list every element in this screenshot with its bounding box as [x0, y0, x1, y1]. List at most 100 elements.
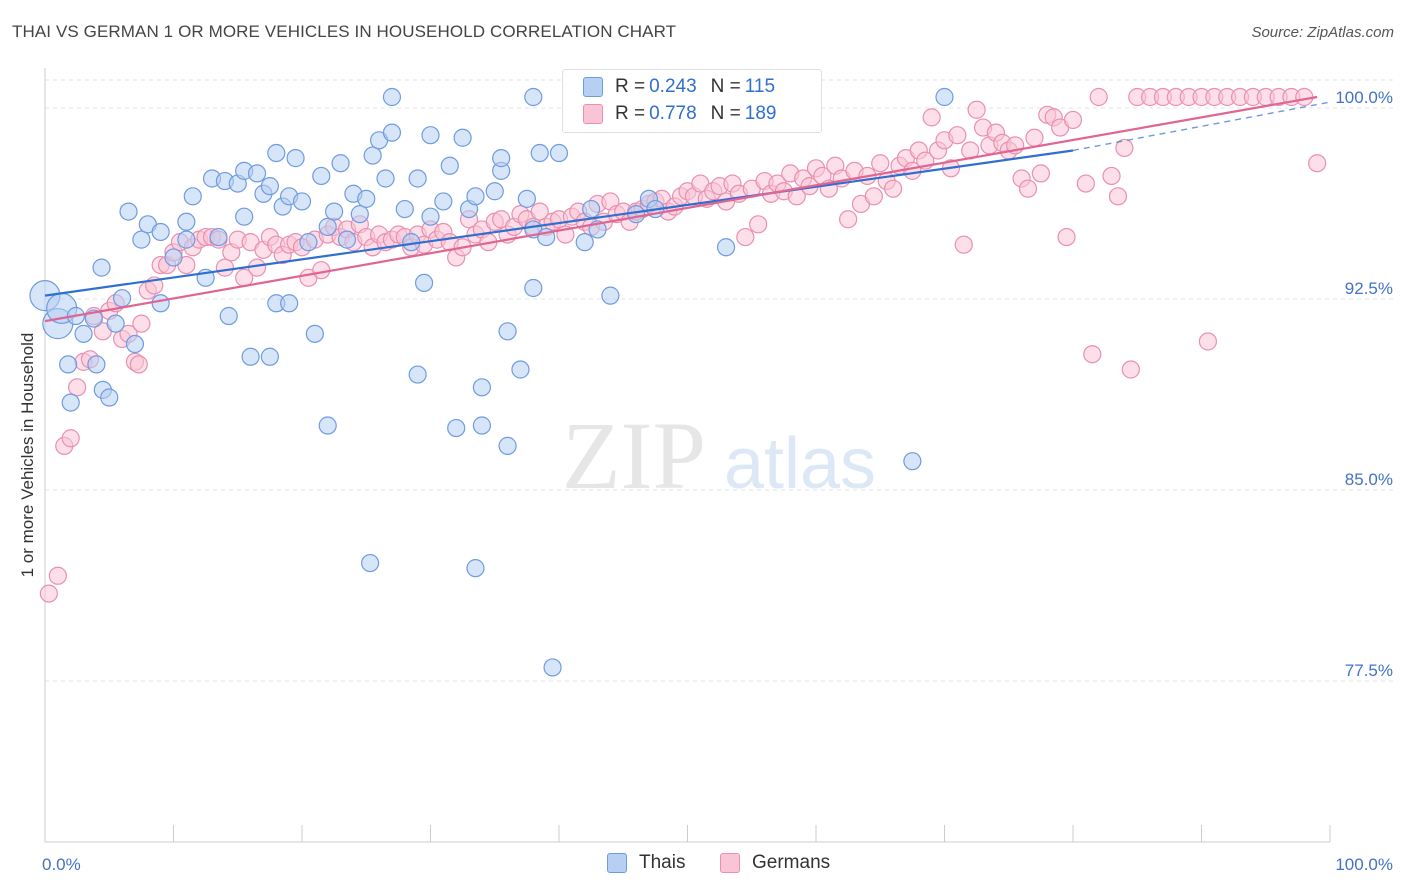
germans-trend-line — [44, 95, 1318, 323]
thais-point-49 — [325, 202, 344, 221]
germans-point-1 — [48, 566, 67, 585]
germans-point-77 — [530, 202, 549, 221]
germans-n-value: 189 — [744, 103, 777, 124]
thais-swatch — [583, 77, 603, 97]
thais-point-10 — [100, 388, 119, 407]
thais-point-77 — [485, 182, 504, 201]
thais-point-3 — [59, 355, 78, 374]
thais-point-90 — [549, 143, 569, 163]
thais-point-42 — [286, 149, 305, 168]
germans-point-166 — [1115, 138, 1134, 158]
germans-point-28 — [215, 258, 234, 277]
thais-point-73 — [466, 559, 485, 578]
germans-point-174 — [1198, 332, 1218, 351]
germans-point-15 — [132, 314, 151, 333]
thais-point-28 — [219, 306, 238, 326]
thais-point-30 — [235, 207, 254, 226]
thais-point-96 — [626, 205, 646, 224]
thais-point-92 — [575, 233, 594, 252]
germans-point-111 — [749, 215, 768, 234]
germans-point-161 — [1076, 174, 1095, 193]
thais-legend-swatch — [607, 853, 627, 873]
thais-point-8 — [87, 355, 106, 374]
thais-point-81 — [498, 322, 517, 341]
thais-point-68 — [434, 192, 453, 211]
germans-r-value: 0.778 — [649, 103, 697, 124]
thais-point-86 — [524, 278, 543, 298]
thais-point-18 — [151, 222, 170, 242]
thais-point-61 — [395, 199, 414, 219]
thais-point-38 — [267, 143, 286, 163]
thais-n-value: 115 — [744, 76, 776, 97]
stats-legend: R = 0.243 N = 115 R = 0.778 N = 189 — [562, 69, 822, 133]
germans-point-130 — [871, 154, 890, 173]
thais-point-23 — [183, 187, 202, 206]
watermark: ZIP atlas — [562, 402, 876, 509]
thais-point-89 — [543, 658, 562, 677]
y-tick-label-3: 77.5% — [1345, 661, 1393, 680]
germans-point-167 — [1121, 360, 1140, 379]
germans-legend-swatch — [720, 853, 740, 873]
x-tick-label-left: 0.0% — [42, 855, 81, 874]
r-label: R = — [615, 76, 646, 97]
thais-point-13 — [92, 258, 111, 277]
thais-point-93 — [582, 199, 601, 219]
thais-point-70 — [447, 418, 466, 438]
germans-point-129 — [864, 187, 883, 206]
thais-point-65 — [414, 273, 434, 293]
germans-point-43 — [312, 261, 331, 280]
thais-point-83 — [517, 189, 536, 208]
thais-point-4 — [61, 393, 80, 412]
germans-point-183 — [1308, 154, 1327, 173]
thais-point-47 — [318, 217, 337, 236]
thais-point-26 — [209, 227, 228, 247]
thais-point-46 — [312, 166, 331, 186]
germans-point-159 — [1057, 227, 1076, 247]
thais-point-56 — [363, 146, 382, 165]
thais-point-32 — [241, 347, 260, 366]
x-tick-label-right: 100.0% — [1335, 855, 1393, 874]
chart-title: THAI VS GERMAN 1 OR MORE VEHICLES IN HOU… — [12, 22, 677, 41]
thais-point-51 — [337, 230, 357, 249]
x-tick-labels: 0.0% 100.0% — [42, 855, 1393, 874]
n-label: N = — [710, 76, 741, 97]
legend-row-germans: R = 0.778 N = 189 — [583, 101, 790, 127]
thais-point-35 — [260, 347, 279, 366]
germans-point-160 — [1063, 110, 1083, 130]
thais-point-50 — [331, 154, 350, 173]
legend-row-thais: R = 0.243 N = 115 — [583, 74, 789, 100]
thais-point-69 — [440, 156, 459, 175]
thais-point-80 — [498, 436, 517, 455]
thais-trend-extension — [1072, 101, 1331, 152]
thais-trend-line — [44, 149, 1074, 297]
germans-point-143 — [954, 235, 973, 254]
germans-point-153 — [1018, 179, 1038, 198]
germans-point-138 — [922, 108, 941, 127]
thais-point-99 — [716, 238, 736, 257]
trend-lines — [44, 95, 1331, 323]
germans-point-132 — [883, 179, 903, 198]
thais-point-6 — [74, 324, 93, 343]
thais-r-value: 0.243 — [649, 76, 697, 97]
germans-swatch — [583, 104, 603, 124]
thais-point-76 — [472, 378, 491, 397]
thais-point-100 — [903, 452, 922, 471]
watermark-zip: ZIP — [562, 402, 706, 509]
y-tick-labels: 100.0% 92.5% 85.0% 77.5% — [1335, 88, 1393, 680]
germans-point-145 — [967, 100, 986, 119]
thais-point-16 — [132, 230, 151, 249]
y-tick-label-2: 85.0% — [1345, 470, 1393, 489]
thais-point-55 — [361, 553, 380, 573]
thais-point-44 — [299, 233, 318, 252]
thais-point-101 — [935, 87, 954, 107]
thais-point-36 — [260, 177, 279, 196]
y-tick-label-0: 100.0% — [1335, 88, 1393, 107]
germans-point-165 — [1108, 187, 1128, 206]
thais-point-19 — [151, 294, 170, 313]
thais-point-74 — [466, 187, 485, 206]
thais-point-82 — [511, 360, 530, 379]
thais-point-87 — [530, 143, 549, 163]
germans-point-3 — [61, 429, 80, 448]
germans-point-182 — [1295, 87, 1314, 107]
